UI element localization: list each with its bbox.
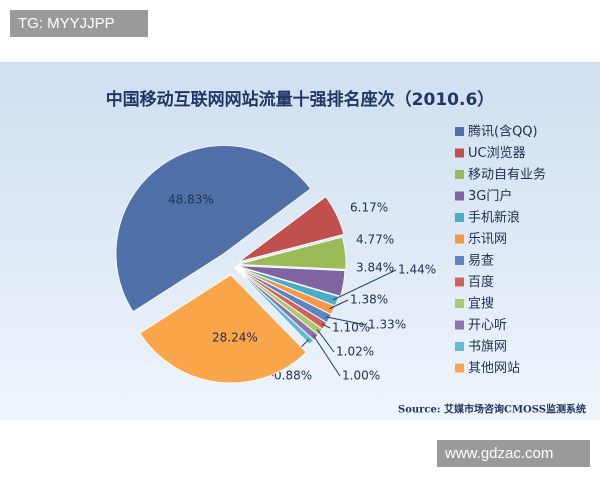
data-label: 4.77% (356, 233, 394, 247)
legend-label: 乐讯网 (468, 232, 507, 247)
legend-swatch (455, 170, 464, 179)
data-label: 28.24% (212, 331, 258, 345)
legend-swatch (455, 342, 464, 351)
legend-swatch (455, 213, 464, 222)
pie-slice (233, 266, 315, 345)
pie-slice (139, 274, 307, 384)
legend-label: 手机新浪 (468, 210, 520, 226)
legend-label: UC浏览器 (468, 145, 526, 161)
legend-swatch (455, 256, 464, 265)
chart-title: 中国移动互联网网站流量十强排名座次（2010.6） (106, 89, 495, 110)
legend-label: 移动自有业务 (468, 167, 546, 183)
legend-label: 宜搜 (468, 297, 494, 312)
pie-slice (237, 236, 347, 270)
legend-swatch (455, 363, 464, 373)
data-label: 1.10% (332, 321, 370, 335)
pie-slice (115, 145, 312, 313)
legend-swatch (455, 148, 464, 158)
data-label: 1.00% (342, 369, 380, 383)
legend-swatch (455, 320, 464, 330)
watermark: TG: MYYJJPP (10, 10, 148, 37)
legend-label: 其他网站 (468, 361, 520, 376)
legend-swatch (455, 127, 464, 136)
data-label: 6.17% (350, 201, 388, 215)
legend-swatch (455, 234, 464, 244)
legend-label: 开心听 (468, 318, 507, 333)
data-label: 3.84% (356, 261, 394, 275)
pie-slice (238, 196, 345, 262)
leader-line (332, 269, 397, 301)
legend-label: 腾讯(含QQ) (468, 124, 538, 140)
watermark: www.gdzac.com (437, 440, 590, 467)
legend-swatch (455, 277, 464, 287)
data-label: 1.02% (336, 345, 374, 359)
data-label: 48.83% (168, 193, 214, 207)
legend-swatch (455, 299, 464, 308)
legend-label: 易查 (468, 254, 494, 269)
leader-line (329, 299, 349, 310)
source: Source: 艾媒市场咨询CMOSS监测系统 (398, 403, 586, 416)
leader-line (316, 329, 335, 353)
data-label: 0.88% (274, 369, 312, 383)
legend-label: 书旗网 (468, 339, 507, 355)
data-label: 1.44% (398, 263, 436, 277)
data-label: 1.33% (368, 318, 406, 332)
leader-line (312, 334, 341, 377)
leader-line (321, 323, 331, 329)
legend-label: 百度 (468, 274, 494, 290)
legend-label: 3G门户 (468, 188, 512, 204)
leader-line (325, 316, 367, 326)
data-label: 1.38% (350, 293, 388, 307)
legend-swatch (455, 191, 464, 201)
